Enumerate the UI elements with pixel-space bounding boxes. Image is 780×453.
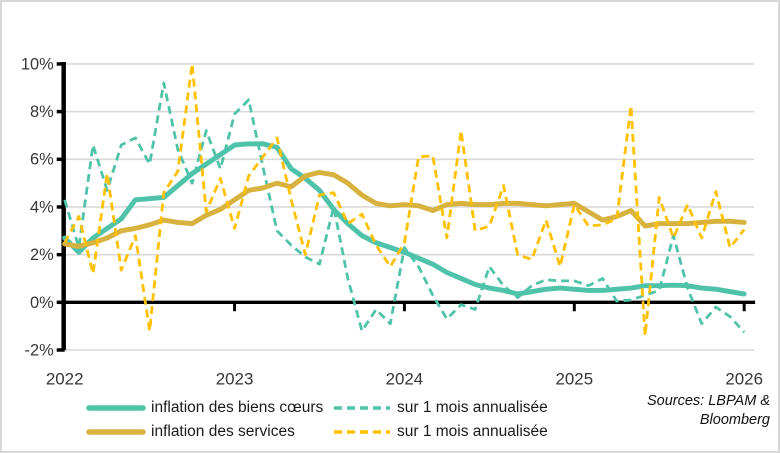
x-axis-label-2022: 2022 bbox=[46, 370, 84, 389]
x-axis-label-2023: 2023 bbox=[216, 370, 254, 389]
legend-item-services: inflation des services bbox=[86, 423, 332, 440]
legend-item-biens-coeurs: inflation des biens cœurs bbox=[86, 399, 332, 416]
series-line-inflation-services bbox=[62, 169, 747, 249]
source-line-2: Bloomberg bbox=[699, 411, 770, 428]
legend-label: inflation des services bbox=[151, 423, 295, 441]
legend-swatch-solid-gold bbox=[86, 428, 146, 435]
legend-swatch-dashed-gold bbox=[334, 429, 390, 434]
series-line-biens-coeurs-1-mois-annualisee bbox=[63, 81, 746, 334]
legend-label: sur 1 mois annualisée bbox=[397, 423, 548, 441]
source-attribution: Sources: LBPAM & Bloomberg bbox=[620, 392, 770, 430]
legend-swatch-solid-teal bbox=[86, 404, 146, 411]
y-axis-label-8%: 8% bbox=[30, 103, 54, 121]
legend-swatch-dashed-teal bbox=[334, 405, 390, 410]
legend-label: sur 1 mois annualisée bbox=[397, 399, 548, 416]
y-axis-label-4%: 4% bbox=[30, 198, 54, 216]
y-axis-label-10%: 10% bbox=[21, 55, 54, 73]
x-axis-label-2026: 2026 bbox=[725, 370, 763, 389]
y-axis-label--2%: -2% bbox=[25, 341, 54, 359]
legend-item-biens-coeurs-1mois: sur 1 mois annualisée bbox=[332, 399, 548, 416]
series-line-services-1-mois-annualisee bbox=[63, 62, 746, 338]
series-line-inflation-biens-coeurs bbox=[62, 141, 747, 297]
x-axis-label-2024: 2024 bbox=[386, 370, 424, 389]
y-axis-label-6%: 6% bbox=[30, 151, 54, 169]
series-lines bbox=[62, 62, 747, 338]
source-line-1: Sources: LBPAM & bbox=[646, 393, 770, 409]
y-axis-label-0%: 0% bbox=[30, 294, 54, 312]
legend: inflation des biens cœurs sur 1 mois ann… bbox=[86, 399, 548, 440]
x-axis-label-2025: 2025 bbox=[555, 370, 593, 389]
axes bbox=[56, 61, 756, 352]
y-axis-label-2%: 2% bbox=[30, 246, 54, 264]
axis-labels: 10% 8% 6% 4% 2% 0% -2% 2022 2023 2024 2025 2026 bbox=[21, 55, 763, 388]
legend-item-services-1mois: sur 1 mois annualisée bbox=[332, 423, 548, 440]
legend-label: inflation des biens cœurs bbox=[151, 399, 324, 416]
